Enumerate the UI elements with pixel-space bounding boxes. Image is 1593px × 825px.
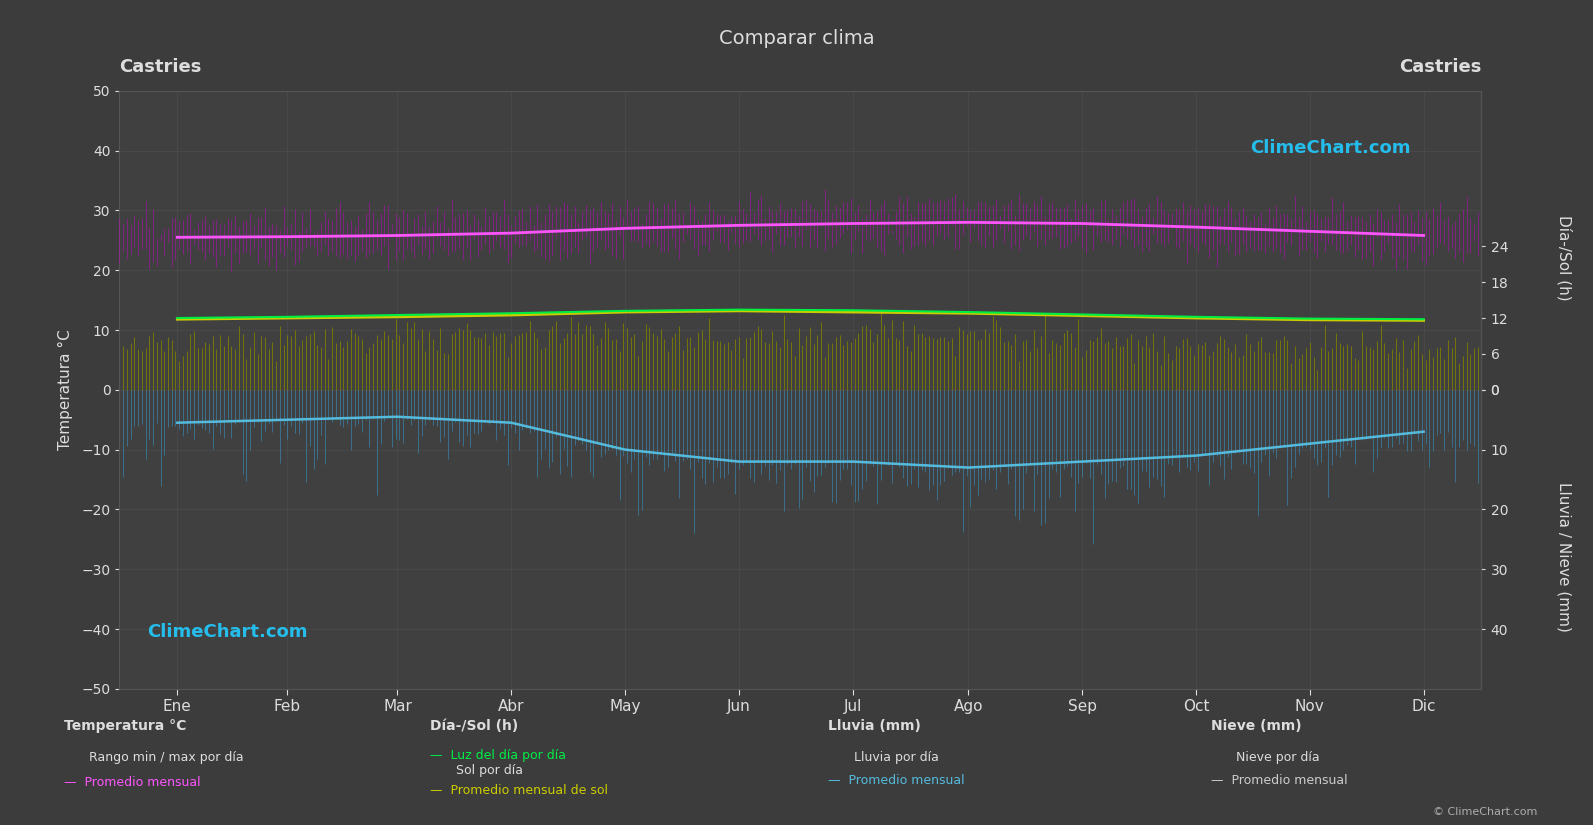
Text: Nieve por día: Nieve por día: [1236, 752, 1319, 765]
Text: —  Promedio mensual: — Promedio mensual: [64, 776, 201, 790]
Text: —  Promedio mensual: — Promedio mensual: [828, 774, 965, 787]
Text: Rango min / max por día: Rango min / max por día: [89, 752, 244, 765]
Y-axis label: Lluvia / Nieve (mm): Lluvia / Nieve (mm): [1556, 483, 1571, 632]
Text: Comparar clima: Comparar clima: [718, 29, 875, 48]
Text: —  Promedio mensual: — Promedio mensual: [1211, 774, 1348, 787]
Text: Castries: Castries: [1399, 58, 1481, 76]
Text: —  Luz del día por día: — Luz del día por día: [430, 749, 566, 762]
Text: © ClimeChart.com: © ClimeChart.com: [1432, 807, 1537, 817]
Text: Temperatura °C: Temperatura °C: [64, 719, 186, 733]
Text: Lluvia (mm): Lluvia (mm): [828, 719, 921, 733]
Text: Día-/Sol (h): Día-/Sol (h): [430, 719, 518, 733]
Text: ClimeChart.com: ClimeChart.com: [147, 623, 307, 641]
Text: Lluvia por día: Lluvia por día: [854, 752, 938, 765]
Text: Castries: Castries: [119, 58, 202, 76]
Text: Nieve (mm): Nieve (mm): [1211, 719, 1301, 733]
Y-axis label: Día-/Sol (h): Día-/Sol (h): [1556, 215, 1572, 301]
Y-axis label: Temperatura °C: Temperatura °C: [57, 329, 73, 450]
Text: —  Promedio mensual de sol: — Promedio mensual de sol: [430, 785, 609, 798]
Text: ClimeChart.com: ClimeChart.com: [1251, 139, 1410, 157]
Text: Sol por día: Sol por día: [456, 764, 523, 777]
